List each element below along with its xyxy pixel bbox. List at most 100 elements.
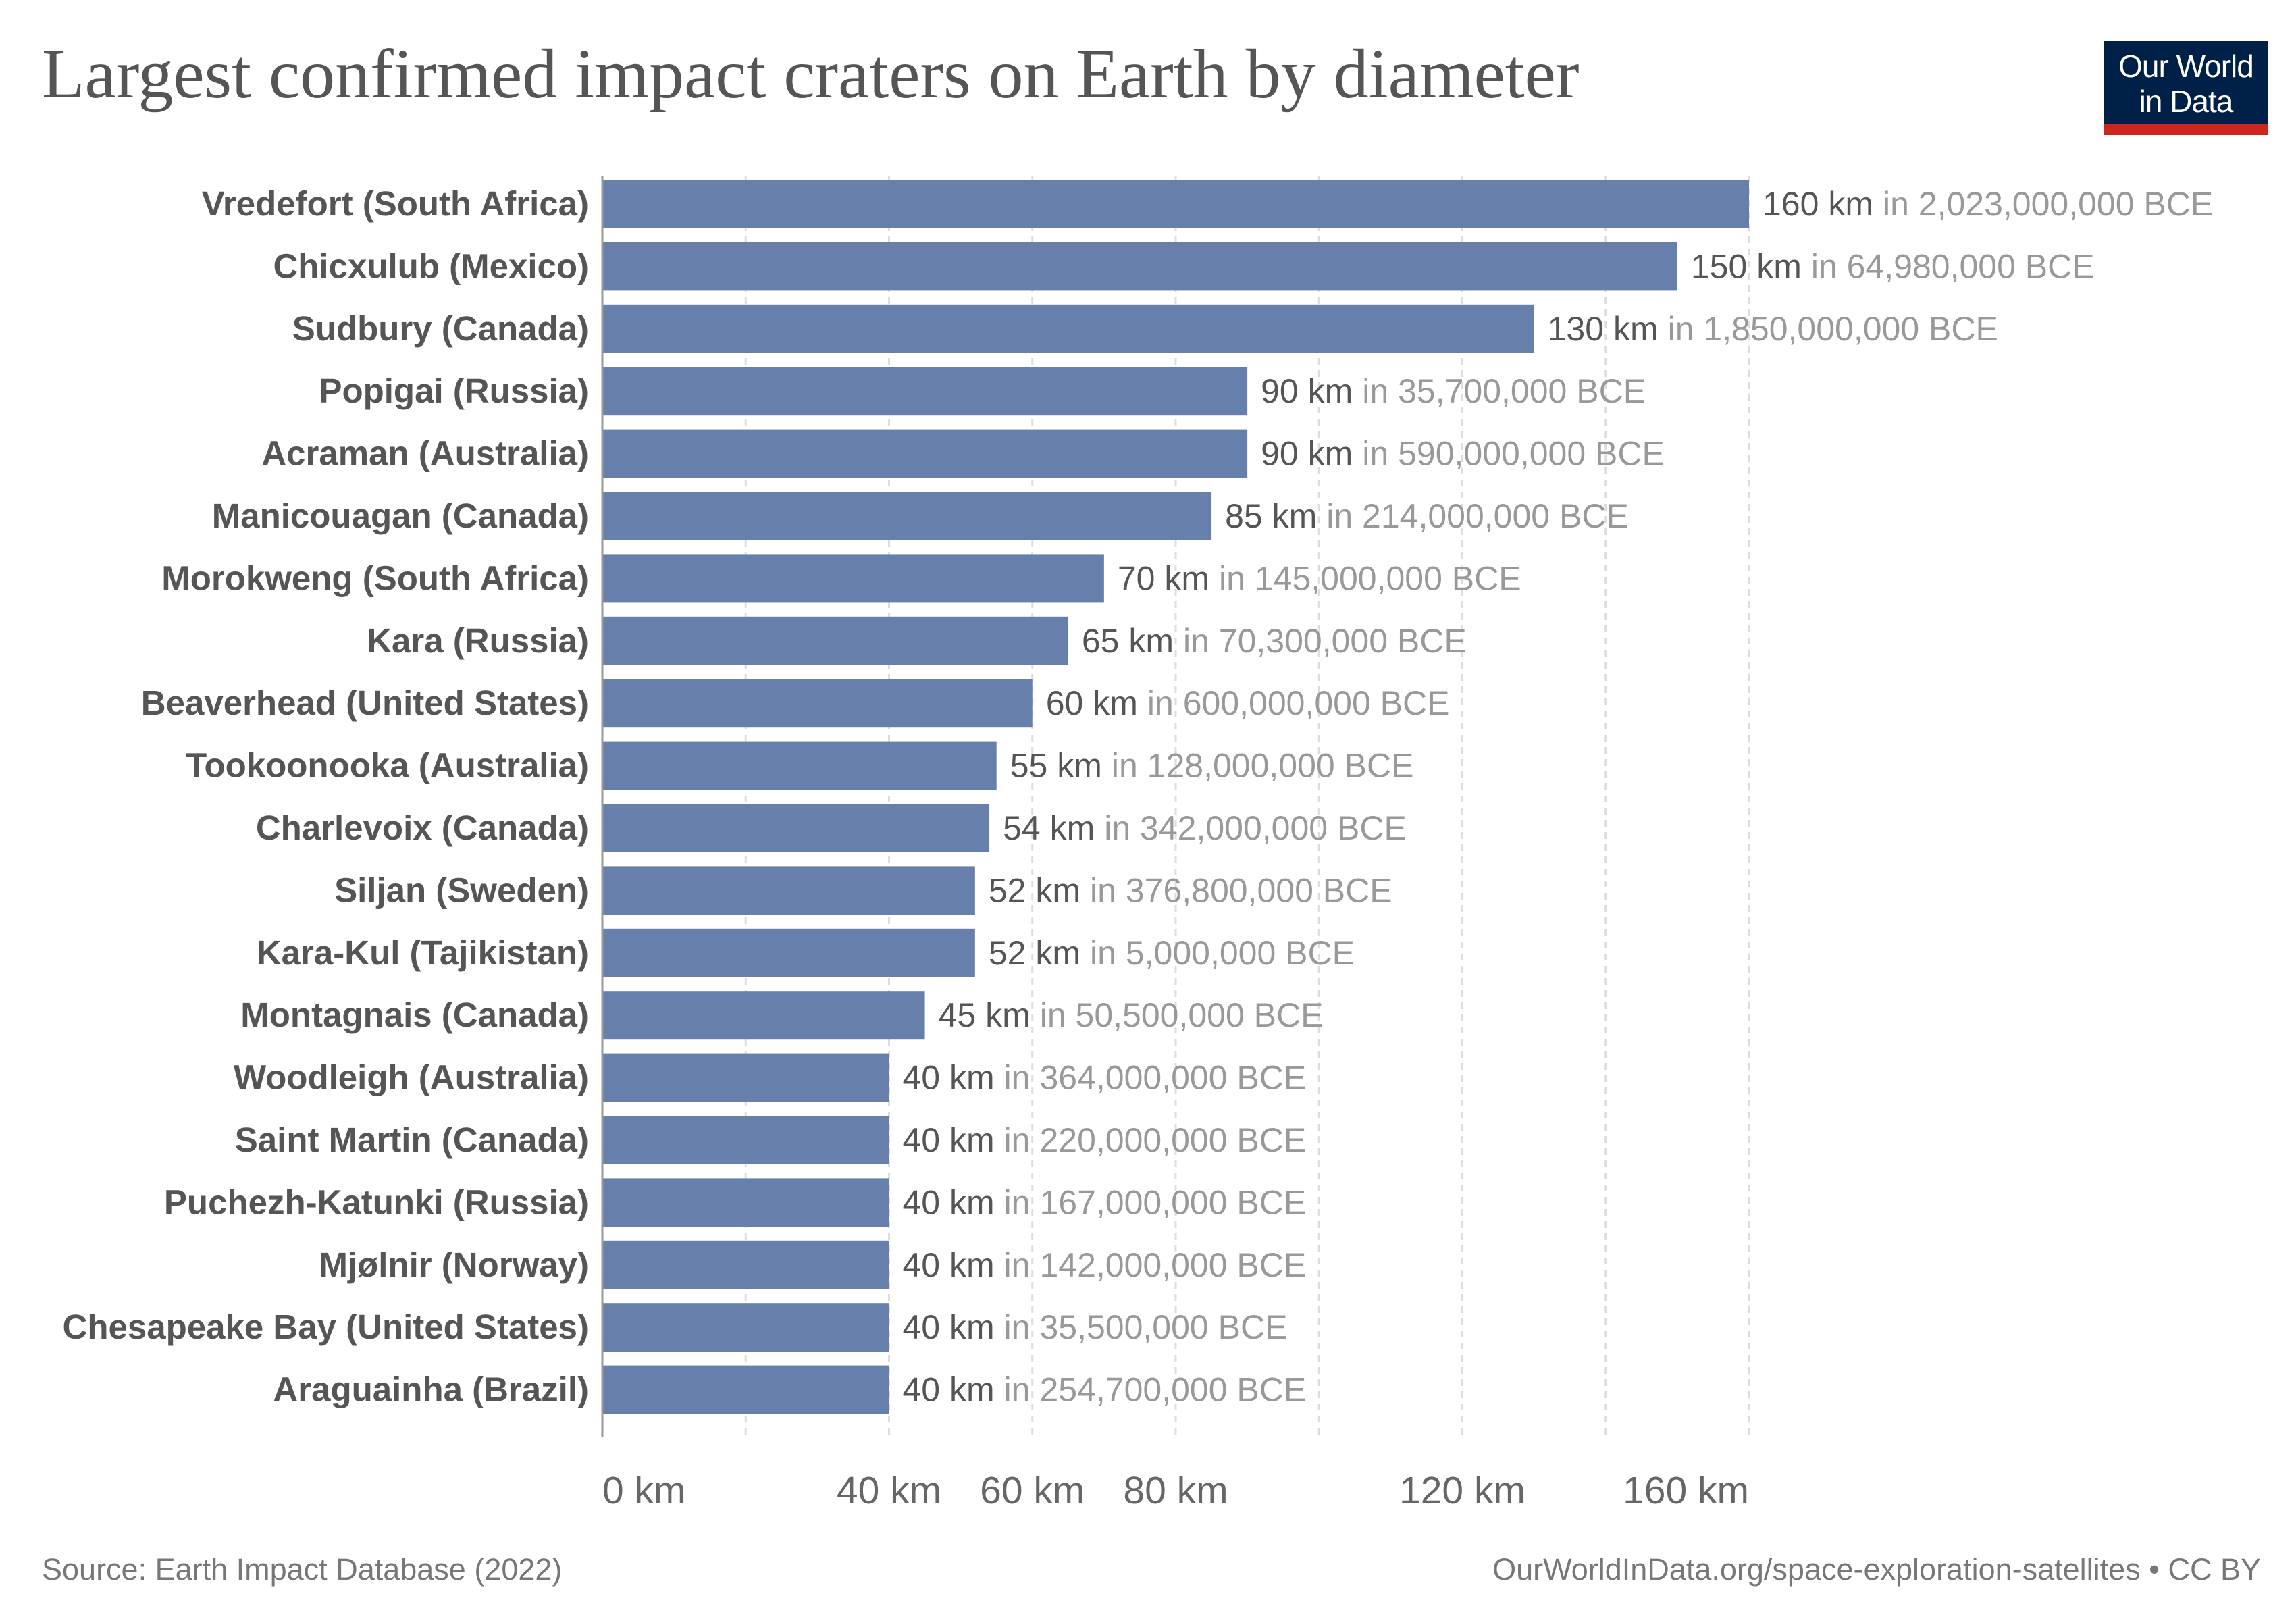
- date-label: in 167,000,000 BCE: [1004, 1183, 1307, 1221]
- date-label: in 35,700,000 BCE: [1362, 372, 1646, 410]
- date-label: in 220,000,000 BCE: [1004, 1121, 1307, 1159]
- bar[interactable]: [602, 1240, 889, 1289]
- bar[interactable]: [602, 991, 925, 1040]
- bar[interactable]: [602, 866, 975, 915]
- bar-annotation: 65 km in 70,300,000 BCE: [1082, 622, 1467, 660]
- bar[interactable]: [602, 554, 1104, 603]
- category-label: Tookoonooka (Australia): [186, 746, 589, 785]
- bar-annotation: 54 km in 342,000,000 BCE: [1003, 809, 1407, 847]
- value-label: 40 km: [903, 1246, 995, 1284]
- category-label: Morokweng (South Africa): [161, 559, 589, 597]
- bar[interactable]: [602, 679, 1033, 728]
- date-label: in 5,000,000 BCE: [1090, 934, 1355, 972]
- date-label: in 364,000,000 BCE: [1004, 1059, 1307, 1097]
- bar[interactable]: [602, 304, 1534, 353]
- bar[interactable]: [602, 180, 1749, 228]
- bar-annotation: 40 km in 220,000,000 BCE: [903, 1121, 1307, 1159]
- bar[interactable]: [602, 367, 1248, 416]
- bar[interactable]: [602, 242, 1677, 291]
- chart-title: Largest confirmed impact craters on Eart…: [42, 35, 1580, 113]
- value-label: 90 km: [1261, 435, 1353, 473]
- bar[interactable]: [602, 1053, 889, 1102]
- value-label: 160 km: [1763, 185, 1873, 223]
- license-link[interactable]: OurWorldInData.org/space-exploration-sat…: [1492, 1552, 2261, 1587]
- date-label: in 64,980,000 BCE: [1811, 247, 2095, 285]
- value-label: 40 km: [903, 1059, 995, 1097]
- category-label: Montagnais (Canada): [240, 996, 589, 1034]
- date-label: in 590,000,000 BCE: [1362, 435, 1665, 473]
- logo-line-1: Our World: [2118, 49, 2254, 84]
- x-tick-label: 80 km: [1123, 1469, 1228, 1512]
- value-label: 40 km: [903, 1183, 995, 1221]
- bar-annotation: 90 km in 590,000,000 BCE: [1261, 435, 1665, 473]
- bar[interactable]: [602, 1365, 889, 1414]
- value-label: 130 km: [1548, 310, 1659, 348]
- value-label: 55 km: [1010, 747, 1102, 785]
- date-label: in 376,800,000 BCE: [1090, 871, 1392, 909]
- value-label: 70 km: [1118, 559, 1209, 597]
- bar[interactable]: [602, 1116, 889, 1164]
- bar-annotation: 52 km in 376,800,000 BCE: [989, 871, 1392, 909]
- x-tick-label: 0 km: [602, 1469, 686, 1512]
- bar[interactable]: [602, 1303, 889, 1352]
- source-note: Source: Earth Impact Database (2022): [42, 1552, 563, 1587]
- date-label: in 128,000,000 BCE: [1112, 747, 1414, 785]
- category-label: Woodleigh (Australia): [234, 1058, 589, 1097]
- x-tick-label: 160 km: [1623, 1469, 1749, 1512]
- bar-annotation: 160 km in 2,023,000,000 BCE: [1763, 185, 2213, 223]
- bar[interactable]: [602, 492, 1212, 540]
- date-label: in 70,300,000 BCE: [1183, 622, 1467, 660]
- category-label: Puchezh-Katunki (Russia): [164, 1183, 589, 1221]
- date-label: in 600,000,000 BCE: [1147, 684, 1450, 722]
- bar-annotation: 45 km in 50,500,000 BCE: [939, 996, 1324, 1034]
- value-label: 40 km: [903, 1121, 995, 1159]
- category-label: Acraman (Australia): [261, 434, 589, 473]
- category-label: Beaverhead (United States): [141, 684, 589, 722]
- category-label: Sudbury (Canada): [292, 309, 589, 348]
- date-label: in 1,850,000,000 BCE: [1668, 310, 1998, 348]
- date-label: in 2,023,000,000 BCE: [1883, 185, 2213, 223]
- category-label: Mjølnir (Norway): [319, 1245, 589, 1284]
- value-label: 40 km: [903, 1371, 995, 1409]
- bar-annotation: 85 km in 214,000,000 BCE: [1225, 497, 1629, 535]
- value-label: 45 km: [939, 996, 1030, 1034]
- date-label: in 254,700,000 BCE: [1004, 1371, 1307, 1409]
- bar-annotation: 55 km in 128,000,000 BCE: [1010, 747, 1414, 785]
- date-label: in 214,000,000 BCE: [1326, 497, 1629, 535]
- bar[interactable]: [602, 928, 975, 977]
- category-label: Kara-Kul (Tajikistan): [257, 933, 589, 972]
- logo-line-2: in Data: [2139, 84, 2234, 119]
- value-label: 85 km: [1225, 497, 1317, 535]
- value-label: 150 km: [1691, 247, 1802, 285]
- bar[interactable]: [602, 429, 1248, 478]
- owid-logo[interactable]: Our World in Data: [2104, 41, 2268, 135]
- bar-annotation: 60 km in 600,000,000 BCE: [1046, 684, 1450, 722]
- bar-annotation: 40 km in 35,500,000 BCE: [903, 1308, 1288, 1346]
- category-label: Siljan (Sweden): [334, 871, 589, 909]
- value-label: 40 km: [903, 1308, 995, 1346]
- x-tick-label: 120 km: [1399, 1469, 1525, 1512]
- category-label: Vredefort (South Africa): [202, 184, 589, 223]
- bar[interactable]: [602, 741, 997, 790]
- value-label: 52 km: [989, 934, 1080, 972]
- bar-annotation: 40 km in 364,000,000 BCE: [903, 1059, 1307, 1097]
- labels: Vredefort (South Africa) 160 km in 2,023,0…: [63, 184, 2214, 1409]
- bar-annotation: 150 km in 64,980,000 BCE: [1691, 247, 2095, 285]
- bar-annotation: 52 km in 5,000,000 BCE: [989, 934, 1355, 972]
- value-label: 90 km: [1261, 372, 1353, 410]
- category-label: Chicxulub (Mexico): [273, 247, 589, 285]
- bar-annotation: 70 km in 145,000,000 BCE: [1118, 559, 1521, 597]
- date-label: in 35,500,000 BCE: [1004, 1308, 1288, 1346]
- bars: [602, 180, 1749, 1414]
- bar[interactable]: [602, 1178, 889, 1227]
- date-label: in 142,000,000 BCE: [1004, 1246, 1307, 1284]
- bar[interactable]: [602, 804, 990, 852]
- date-label: in 50,500,000 BCE: [1040, 996, 1324, 1034]
- bar-annotation: 130 km in 1,850,000,000 BCE: [1548, 310, 1998, 348]
- category-label: Chesapeake Bay (United States): [63, 1308, 589, 1346]
- bar[interactable]: [602, 616, 1068, 665]
- bar-chart: 0 km 40 km 60 km 80 km 120 km 160 km Vredefor…: [63, 176, 2214, 1512]
- bar-annotation: 40 km in 254,700,000 BCE: [903, 1371, 1307, 1409]
- bar-annotation: 90 km in 35,700,000 BCE: [1261, 372, 1646, 410]
- category-label: Kara (Russia): [367, 621, 589, 660]
